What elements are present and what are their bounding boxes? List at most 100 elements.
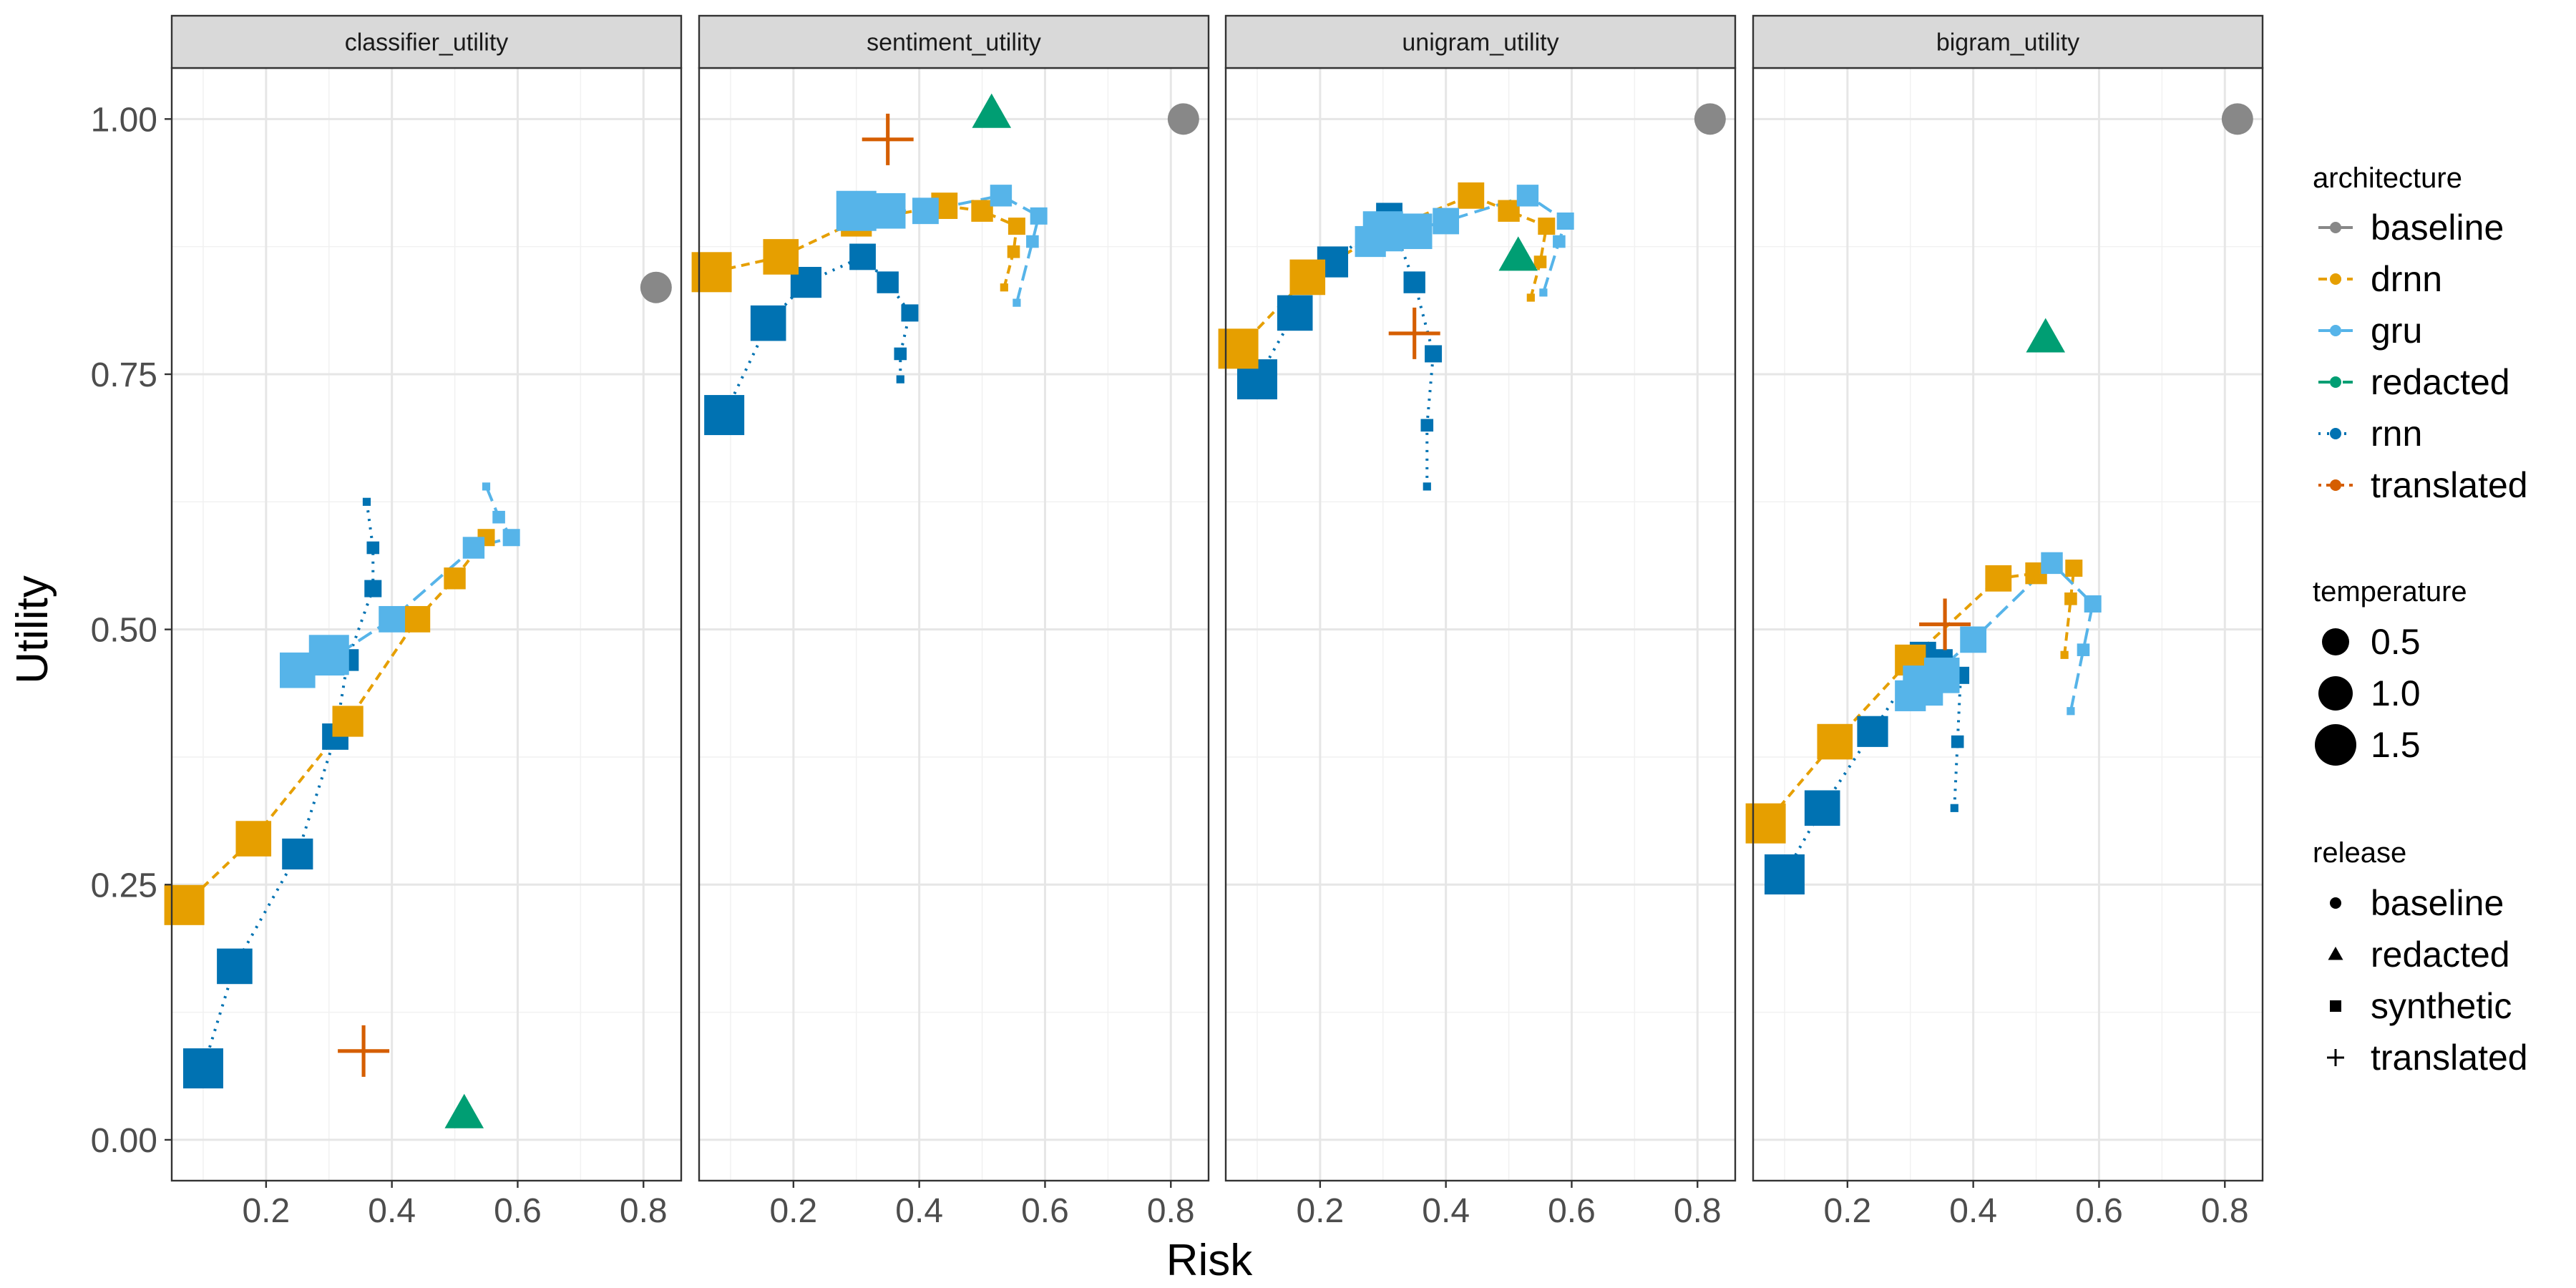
point-gru <box>1030 207 1048 225</box>
point-redacted <box>444 1093 484 1128</box>
point-drnn <box>1985 565 2012 592</box>
legend-title: architecture <box>2313 162 2462 194</box>
panel-background <box>1226 68 1735 1181</box>
point-drnn <box>1533 255 1547 268</box>
point-gru <box>1903 665 1943 706</box>
point-redacted <box>972 93 1012 128</box>
x-tick-label: 0.4 <box>1949 1192 1997 1230</box>
x-tick-label: 0.6 <box>494 1192 542 1230</box>
legend-label: 1.0 <box>2371 673 2421 713</box>
legend-key-dot <box>2330 479 2341 491</box>
panel-unigram_utility: unigram_utility 0.2 0.4 0.6 0.8 <box>1218 14 1737 1230</box>
point-rnn <box>704 395 745 436</box>
panel-sentiment_utility: sentiment_utility 0.2 0.4 0.6 0.8 <box>691 14 1210 1230</box>
series-line-drnn <box>711 204 1019 288</box>
panel-classifier_utility: classifier_utility 0.2 0.4 0.6 0.8 <box>164 14 683 1230</box>
point-rnn <box>366 541 380 555</box>
point-drnn <box>1000 283 1008 292</box>
point-drnn <box>1745 803 1786 844</box>
point-gru <box>1013 298 1021 307</box>
point-drnn <box>332 706 364 737</box>
point-redacted <box>2026 318 2066 353</box>
point-drnn <box>1538 218 1556 235</box>
point-gru <box>482 482 491 491</box>
legend-key-dot <box>2330 325 2341 336</box>
point-rnn <box>182 1048 223 1089</box>
panel-background <box>699 68 1209 1181</box>
legend-label: 0.5 <box>2371 622 2421 662</box>
legend-key-shape <box>2330 897 2341 909</box>
x-tick-label: 0.8 <box>1147 1192 1195 1230</box>
legend-key-shape <box>2328 947 2343 960</box>
point-gru <box>990 185 1013 207</box>
point-gru <box>1516 185 1539 207</box>
point-baseline <box>640 271 672 303</box>
point-translated <box>1388 307 1440 359</box>
panel-title: classifier_utility <box>345 29 509 57</box>
point-baseline <box>1694 103 1726 135</box>
series-line-rnn <box>202 502 375 1069</box>
point-gru <box>2067 707 2075 716</box>
point-gru <box>502 529 520 547</box>
panel-strip <box>170 14 683 69</box>
point-translated <box>862 113 914 165</box>
point-gru <box>1433 208 1460 235</box>
point-rnn <box>1950 804 1958 812</box>
legend-label: gru <box>2371 311 2422 351</box>
legend-key-dot <box>2330 222 2341 233</box>
point-gru <box>1553 235 1566 248</box>
panel-strip <box>1224 14 1737 69</box>
x-tick-label: 0.8 <box>2201 1192 2249 1230</box>
panel-bigram_utility: bigram_utility 0.2 0.4 0.6 0.8 <box>1745 14 2264 1230</box>
point-rnn <box>1764 854 1805 895</box>
y-tick-label: 0.75 <box>91 356 157 394</box>
point-drnn <box>971 200 993 222</box>
point-gru <box>492 510 505 524</box>
point-gru <box>2084 595 2102 613</box>
point-drnn <box>763 239 799 275</box>
point-rnn <box>1425 345 1443 363</box>
legend: architecture baseline drnn gru redacted rnn tr… <box>2313 162 2528 1078</box>
point-rnn <box>217 948 253 985</box>
legend-key-size <box>2322 628 2349 655</box>
legend-key-size <box>2315 724 2356 766</box>
y-tick-label: 0.50 <box>91 612 157 650</box>
point-baseline <box>2221 103 2253 135</box>
x-tick-label: 0.2 <box>1823 1192 1871 1230</box>
point-drnn <box>2064 592 2077 605</box>
legend-key-dot <box>2330 376 2341 388</box>
point-rnn <box>894 347 907 361</box>
point-drnn <box>1526 293 1535 302</box>
x-tick-label: 0.2 <box>769 1192 817 1230</box>
point-rnn <box>1857 716 1888 747</box>
panel-strip <box>698 14 1210 69</box>
x-tick-label: 0.4 <box>1422 1192 1470 1230</box>
point-translated <box>1919 598 1971 650</box>
point-drnn <box>404 605 431 633</box>
point-baseline <box>1167 103 1199 135</box>
point-gru <box>1026 235 1039 248</box>
point-rnn <box>1277 295 1313 331</box>
legend-label: 1.5 <box>2371 725 2421 765</box>
point-gru <box>1362 211 1403 252</box>
point-drnn <box>1218 328 1259 369</box>
point-rnn <box>896 375 904 384</box>
x-tick-label: 0.8 <box>1674 1192 1722 1230</box>
x-tick-label: 0.4 <box>895 1192 943 1230</box>
panel-title: unigram_utility <box>1402 29 1558 57</box>
panel-strip <box>1752 14 2264 69</box>
x-tick-label: 0.6 <box>1021 1192 1069 1230</box>
x-axis-title: Risk <box>1166 1236 1254 1285</box>
legend-label: redacted <box>2371 935 2510 975</box>
point-redacted <box>1498 236 1538 271</box>
x-tick-label: 0.4 <box>368 1192 416 1230</box>
point-rnn <box>750 305 786 341</box>
point-drnn <box>1498 200 1520 222</box>
point-drnn <box>2060 650 2069 659</box>
point-drnn <box>1458 182 1485 209</box>
point-rnn <box>1423 482 1431 491</box>
legend-label: baseline <box>2371 208 2504 248</box>
y-tick-label: 0.25 <box>91 867 157 904</box>
